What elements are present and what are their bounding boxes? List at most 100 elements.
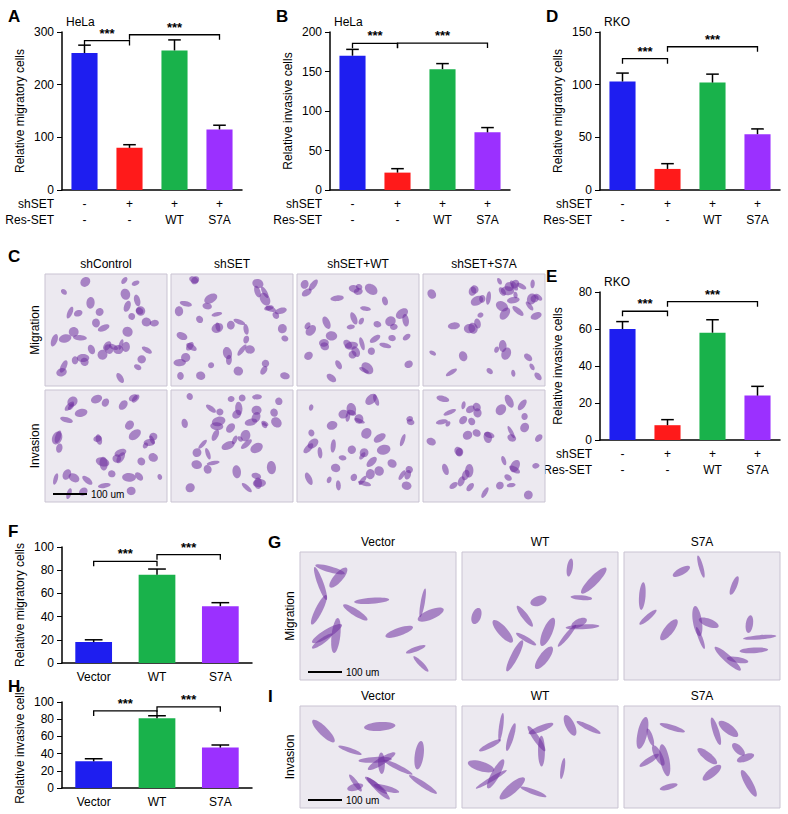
svg-text:80: 80	[41, 712, 55, 726]
svg-text:40: 40	[41, 610, 55, 624]
svg-text:Migration: Migration	[283, 591, 297, 640]
svg-text:shControl: shControl	[80, 257, 131, 271]
svg-text:0: 0	[315, 183, 322, 197]
svg-text:WT: WT	[703, 213, 722, 227]
svg-text:0: 0	[585, 433, 592, 447]
svg-text:100: 100	[34, 695, 54, 709]
svg-text:100: 100	[34, 540, 54, 554]
svg-text:WT: WT	[531, 535, 550, 549]
svg-text:Invasion: Invasion	[283, 735, 297, 780]
svg-text:200: 200	[302, 25, 322, 39]
svg-text:-: -	[83, 213, 87, 227]
svg-text:150: 150	[572, 25, 592, 39]
svg-text:-: -	[621, 447, 625, 461]
svg-text:shSET: shSET	[556, 197, 593, 211]
svg-text:+: +	[126, 197, 133, 211]
svg-text:20: 20	[41, 764, 55, 778]
svg-text:A: A	[8, 7, 20, 26]
svg-text:WT: WT	[148, 795, 167, 809]
svg-text:WT: WT	[165, 213, 184, 227]
svg-text:WT: WT	[148, 670, 167, 684]
svg-text:Res-SET: Res-SET	[543, 213, 592, 227]
svg-text:WT: WT	[433, 213, 452, 227]
svg-text:B: B	[276, 7, 288, 26]
svg-text:C: C	[8, 247, 20, 266]
svg-text:0: 0	[47, 183, 54, 197]
svg-text:60: 60	[41, 729, 55, 743]
svg-text:***: ***	[705, 287, 721, 302]
svg-text:S7A: S7A	[691, 535, 714, 549]
svg-text:Relative migratory cells: Relative migratory cells	[13, 49, 27, 173]
svg-text:***: ***	[637, 296, 653, 311]
svg-text:+: +	[709, 447, 716, 461]
svg-text:+: +	[484, 197, 491, 211]
svg-text:80: 80	[579, 285, 593, 299]
svg-text:0: 0	[585, 183, 592, 197]
svg-text:100 um: 100 um	[346, 795, 379, 806]
svg-text:S7A: S7A	[209, 795, 232, 809]
svg-text:S7A: S7A	[208, 213, 231, 227]
svg-text:E: E	[546, 267, 557, 286]
svg-text:HeLa: HeLa	[334, 15, 363, 29]
svg-text:80: 80	[41, 563, 55, 577]
svg-text:S7A: S7A	[691, 689, 714, 703]
svg-text:20: 20	[41, 633, 55, 647]
svg-text:D: D	[546, 7, 558, 26]
svg-text:I: I	[268, 687, 273, 706]
svg-text:shSET: shSET	[286, 197, 323, 211]
svg-text:***: ***	[637, 44, 653, 59]
svg-text:Vector: Vector	[77, 670, 111, 684]
svg-text:-: -	[666, 213, 670, 227]
svg-text:***: ***	[118, 546, 134, 561]
svg-text:200: 200	[34, 78, 54, 92]
svg-text:***: ***	[705, 32, 721, 47]
svg-text:S7A: S7A	[476, 213, 499, 227]
svg-text:Vector: Vector	[361, 535, 395, 549]
svg-text:shSET: shSET	[18, 197, 55, 211]
svg-text:Relative invasive cells: Relative invasive cells	[551, 307, 565, 424]
svg-text:shSET: shSET	[556, 447, 593, 461]
svg-text:Res-SET: Res-SET	[543, 463, 592, 477]
svg-text:Res-SET: Res-SET	[273, 213, 322, 227]
svg-text:50: 50	[579, 130, 593, 144]
svg-text:100: 100	[572, 78, 592, 92]
svg-text:Vector: Vector	[77, 795, 111, 809]
svg-text:Relative migratory cells: Relative migratory cells	[551, 49, 565, 173]
svg-text:Migration: Migration	[28, 305, 42, 354]
svg-text:-: -	[396, 213, 400, 227]
svg-text:-: -	[666, 463, 670, 477]
svg-text:Vector: Vector	[361, 689, 395, 703]
svg-text:0: 0	[47, 656, 54, 670]
svg-text:+: +	[709, 197, 716, 211]
svg-text:G: G	[268, 533, 281, 552]
svg-text:Res-SET: Res-SET	[5, 213, 54, 227]
svg-text:WT: WT	[703, 463, 722, 477]
svg-text:100: 100	[302, 104, 322, 118]
svg-text:-: -	[621, 197, 625, 211]
svg-text:40: 40	[41, 747, 55, 761]
svg-text:RKO: RKO	[604, 15, 630, 29]
svg-text:-: -	[621, 463, 625, 477]
svg-text:100: 100	[34, 130, 54, 144]
svg-text:+: +	[754, 447, 761, 461]
svg-text:+: +	[171, 197, 178, 211]
svg-text:+: +	[216, 197, 223, 211]
svg-text:***: ***	[367, 28, 383, 43]
svg-text:***: ***	[167, 20, 183, 35]
svg-text:shSET: shSET	[214, 257, 251, 271]
svg-text:20: 20	[579, 396, 593, 410]
svg-text:50: 50	[309, 144, 323, 158]
svg-text:0: 0	[47, 781, 54, 795]
svg-text:+: +	[664, 197, 671, 211]
svg-text:+: +	[664, 447, 671, 461]
svg-text:150: 150	[302, 65, 322, 79]
svg-text:+: +	[754, 197, 761, 211]
svg-text:60: 60	[579, 322, 593, 336]
svg-text:+: +	[394, 197, 401, 211]
svg-text:-: -	[351, 213, 355, 227]
svg-text:***: ***	[118, 696, 134, 711]
svg-text:+: +	[439, 197, 446, 211]
svg-text:***: ***	[99, 26, 115, 41]
svg-text:Relative invasive cells: Relative invasive cells	[281, 52, 295, 169]
svg-text:HeLa: HeLa	[66, 15, 95, 29]
